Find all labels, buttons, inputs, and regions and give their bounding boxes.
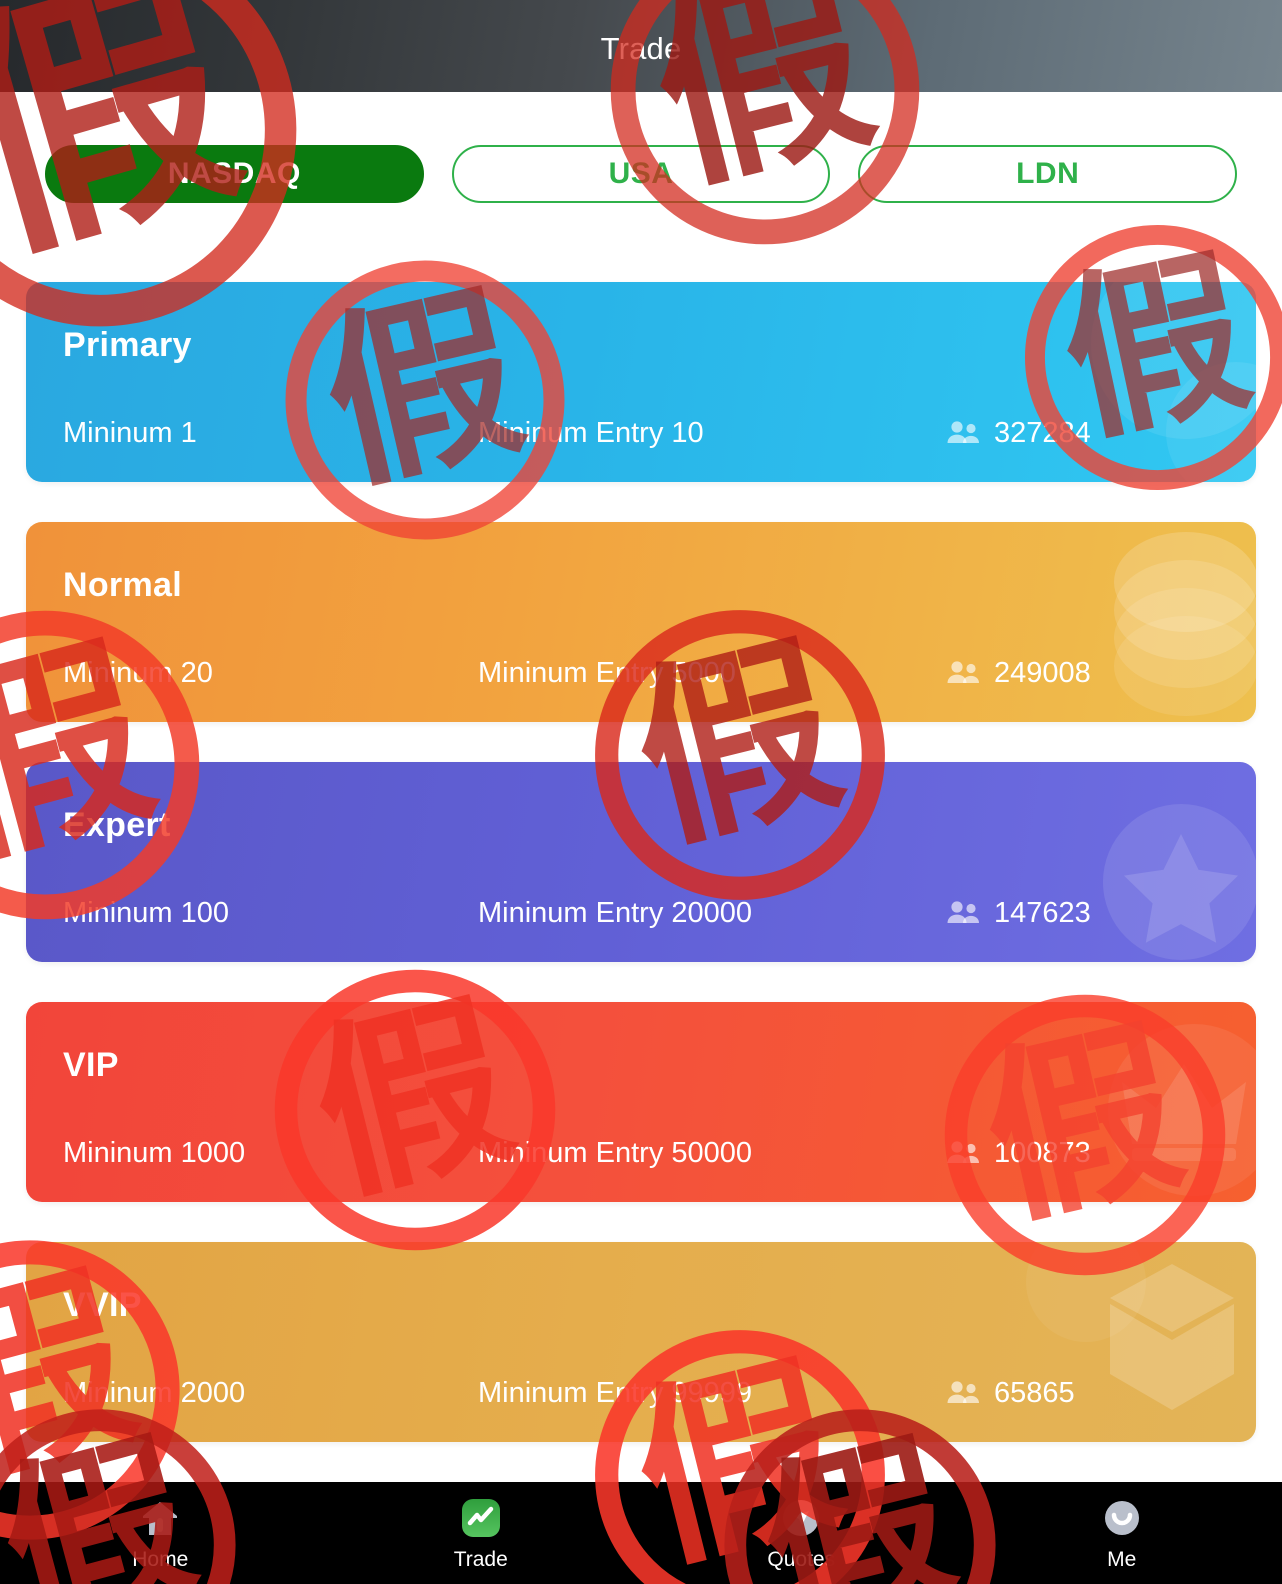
level-card-normal[interactable]: Normal Mininum 20 Mininum Entry 5000 249… — [26, 522, 1256, 722]
level-entry: Mininum Entry 99999 — [478, 1376, 753, 1409]
people-icon — [947, 1381, 979, 1403]
level-entry: Mininum Entry 5000 — [478, 656, 736, 689]
level-participants: 249008 — [946, 657, 1091, 690]
people-icon — [947, 661, 979, 683]
app-header: Trade — [0, 0, 1282, 92]
level-participants: 327284 — [946, 417, 1091, 450]
level-entry: Mininum Entry 10 — [478, 416, 704, 449]
level-card-expert[interactable]: Expert Mininum 100 Mininum Entry 20000 1… — [26, 762, 1256, 962]
level-card-stats: Mininum 1000 Mininum Entry 50000 100873 — [26, 1133, 1256, 1173]
level-card-vip[interactable]: VIP Mininum 1000 Mininum Entry 50000 100… — [26, 1002, 1256, 1202]
market-tab-label: LDN — [1016, 157, 1080, 190]
level-participants-count: 147623 — [994, 896, 1091, 929]
level-card-list: Primary Mininum 1 Mininum Entry 10 32728… — [0, 282, 1282, 1482]
level-card-stats: Mininum 2000 Mininum Entry 99999 65865 — [26, 1373, 1256, 1413]
level-card-primary[interactable]: Primary Mininum 1 Mininum Entry 10 32728… — [26, 282, 1256, 482]
bottom-navigation-bar: Home Trade Quotes — [0, 1482, 1282, 1584]
level-participants-count: 249008 — [994, 656, 1091, 689]
chart-icon — [461, 1499, 500, 1537]
level-card-stats: Mininum 20 Mininum Entry 5000 249008 — [26, 653, 1256, 693]
nav-label: Trade — [453, 1548, 508, 1571]
market-tab-label: NASDAQ — [167, 157, 301, 190]
level-participants: 147623 — [946, 897, 1091, 930]
level-card-vvip[interactable]: VVIP Mininum 2000 Mininum Entry 99999 65… — [26, 1242, 1256, 1442]
level-minimum: Mininum 2000 — [63, 1376, 246, 1409]
level-participants: 65865 — [946, 1377, 1075, 1410]
nav-item-home[interactable]: Home — [0, 1482, 321, 1584]
level-minimum: Mininum 1000 — [63, 1136, 246, 1169]
nav-item-me[interactable]: Me — [962, 1482, 1282, 1584]
market-tab-ldn[interactable]: LDN — [858, 145, 1238, 203]
level-participants-count: 65865 — [994, 1376, 1075, 1409]
nav-label: Home — [132, 1548, 189, 1571]
people-icon — [947, 1141, 979, 1163]
nav-item-trade[interactable]: Trade — [321, 1482, 642, 1584]
level-card-stats: Mininum 1 Mininum Entry 10 327284 — [26, 413, 1256, 453]
level-minimum: Mininum 100 — [63, 896, 230, 929]
level-entry: Mininum Entry 20000 — [478, 896, 753, 929]
quotes-icon — [783, 1500, 820, 1536]
person-icon — [1104, 1501, 1139, 1535]
level-card-title: Normal — [63, 566, 182, 604]
level-card-title: VIP — [63, 1046, 119, 1084]
level-card-stats: Mininum 100 Mininum Entry 20000 147623 — [26, 893, 1256, 933]
level-participants-count: 327284 — [994, 416, 1091, 449]
level-participants-count: 100873 — [994, 1136, 1091, 1169]
nav-label: Quotes — [767, 1548, 836, 1571]
page-title: Trade — [600, 31, 682, 66]
nav-item-quotes[interactable]: Quotes — [641, 1482, 962, 1584]
level-minimum: Mininum 1 — [63, 416, 197, 449]
market-tab-label: USA — [608, 157, 674, 190]
market-tab-bar: NASDAQ USA LDN — [0, 145, 1282, 207]
level-entry: Mininum Entry 50000 — [478, 1136, 753, 1169]
people-icon — [947, 901, 979, 923]
people-icon — [947, 421, 979, 443]
level-card-title: VVIP — [63, 1286, 142, 1324]
home-icon — [143, 1502, 178, 1535]
nav-label: Me — [1107, 1548, 1137, 1571]
level-card-title: Expert — [63, 806, 171, 844]
market-tab-nasdaq[interactable]: NASDAQ — [45, 145, 424, 203]
level-participants: 100873 — [946, 1137, 1091, 1170]
level-card-title: Primary — [63, 326, 192, 364]
level-minimum: Mininum 20 — [63, 656, 213, 689]
market-tab-usa[interactable]: USA — [451, 145, 831, 203]
